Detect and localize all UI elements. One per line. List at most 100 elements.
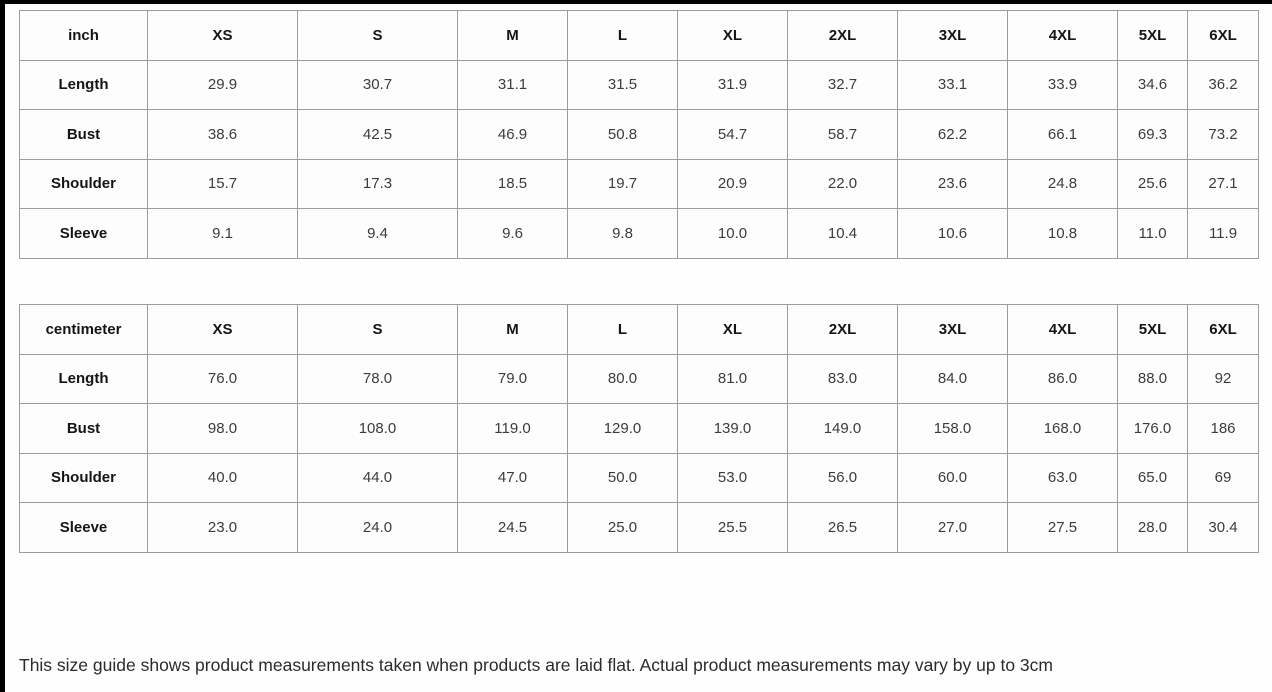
- measurement-label-cell: Sleeve: [19, 208, 148, 259]
- unit-label-cell: inch: [19, 10, 148, 61]
- measurement-value-cell: 9.8: [567, 208, 678, 259]
- measurement-value-cell: 36.2: [1187, 59, 1259, 110]
- measurement-value-cell: 23.0: [147, 502, 298, 553]
- measurement-value-cell: 158.0: [897, 403, 1008, 454]
- measurement-value-cell: 168.0: [1007, 403, 1118, 454]
- size-header-cell: 6XL: [1187, 304, 1259, 355]
- measurement-value-cell: 31.1: [457, 59, 568, 110]
- measurement-label-cell: Bust: [19, 109, 148, 160]
- measurement-label-cell: Shoulder: [19, 452, 148, 503]
- size-header-cell: XS: [147, 10, 298, 61]
- left-edge-bar: [0, 0, 5, 692]
- size-header-cell: 3XL: [897, 304, 1008, 355]
- size-header-cell: L: [567, 10, 678, 61]
- measurement-value-cell: 33.9: [1007, 59, 1118, 110]
- measurement-value-cell: 11.9: [1187, 208, 1259, 259]
- size-header-cell: XS: [147, 304, 298, 355]
- measurement-value-cell: 10.4: [787, 208, 898, 259]
- measurement-value-cell: 83.0: [787, 353, 898, 404]
- measurement-value-cell: 11.0: [1117, 208, 1188, 259]
- measurement-value-cell: 10.0: [677, 208, 788, 259]
- measurement-value-cell: 10.8: [1007, 208, 1118, 259]
- measurement-value-cell: 32.7: [787, 59, 898, 110]
- measurement-value-cell: 186: [1187, 403, 1259, 454]
- size-header-cell: L: [567, 304, 678, 355]
- measurement-value-cell: 53.0: [677, 452, 788, 503]
- measurement-label-cell: Length: [19, 59, 148, 110]
- measurement-value-cell: 50.8: [567, 109, 678, 160]
- size-header-cell: S: [297, 10, 458, 61]
- measurement-value-cell: 63.0: [1007, 452, 1118, 503]
- measurement-value-cell: 50.0: [567, 452, 678, 503]
- measurement-value-cell: 44.0: [297, 452, 458, 503]
- measurement-value-cell: 34.6: [1117, 59, 1188, 110]
- size-table-inch: inch XS S M L XL 2XL 3XL 4XL 5XL 6XL Length 29.9 30.7…: [19, 10, 1259, 259]
- size-header-cell: 3XL: [897, 10, 1008, 61]
- measurement-value-cell: 30.7: [297, 59, 458, 110]
- measurement-row: Sleeve 23.0 24.0 24.5 25.0 25.5 26.5 27.0 27.5 28…: [19, 502, 1259, 553]
- measurement-value-cell: 84.0: [897, 353, 1008, 404]
- size-header-cell: S: [297, 304, 458, 355]
- measurement-value-cell: 98.0: [147, 403, 298, 454]
- measurement-value-cell: 25.0: [567, 502, 678, 553]
- measurement-value-cell: 139.0: [677, 403, 788, 454]
- measurement-value-cell: 25.5: [677, 502, 788, 553]
- measurement-value-cell: 108.0: [297, 403, 458, 454]
- measurement-value-cell: 92: [1187, 353, 1259, 404]
- size-header-cell: 2XL: [787, 304, 898, 355]
- measurement-value-cell: 31.9: [677, 59, 788, 110]
- measurement-value-cell: 17.3: [297, 158, 458, 209]
- unit-label-cell: centimeter: [19, 304, 148, 355]
- size-header-cell: M: [457, 10, 568, 61]
- measurement-row: Shoulder 15.7 17.3 18.5 19.7 20.9 22.0 23.6 24.8…: [19, 158, 1259, 209]
- measurement-value-cell: 62.2: [897, 109, 1008, 160]
- measurement-value-cell: 18.5: [457, 158, 568, 209]
- measurement-label-cell: Sleeve: [19, 502, 148, 553]
- size-header-cell: XL: [677, 304, 788, 355]
- measurement-value-cell: 27.1: [1187, 158, 1259, 209]
- measurement-value-cell: 33.1: [897, 59, 1008, 110]
- measurement-value-cell: 29.9: [147, 59, 298, 110]
- measurement-value-cell: 46.9: [457, 109, 568, 160]
- measurement-value-cell: 30.4: [1187, 502, 1259, 553]
- measurement-value-cell: 69.3: [1117, 109, 1188, 160]
- size-header-row: inch XS S M L XL 2XL 3XL 4XL 5XL 6XL: [19, 10, 1259, 61]
- size-guide-note: This size guide shows product measuremen…: [19, 655, 1053, 675]
- measurement-value-cell: 23.6: [897, 158, 1008, 209]
- size-header-cell: XL: [677, 10, 788, 61]
- measurement-value-cell: 88.0: [1117, 353, 1188, 404]
- measurement-value-cell: 86.0: [1007, 353, 1118, 404]
- measurement-value-cell: 69: [1187, 452, 1259, 503]
- measurement-value-cell: 20.9: [677, 158, 788, 209]
- measurement-label-cell: Bust: [19, 403, 148, 454]
- measurement-value-cell: 9.1: [147, 208, 298, 259]
- measurement-row: Length 29.9 30.7 31.1 31.5 31.9 32.7 33.1 33.9 34…: [19, 59, 1259, 110]
- size-header-cell: 5XL: [1117, 10, 1188, 61]
- top-edge-bar: [0, 0, 1272, 4]
- measurement-value-cell: 176.0: [1117, 403, 1188, 454]
- measurement-value-cell: 31.5: [567, 59, 678, 110]
- measurement-value-cell: 60.0: [897, 452, 1008, 503]
- measurement-value-cell: 40.0: [147, 452, 298, 503]
- measurement-value-cell: 26.5: [787, 502, 898, 553]
- measurement-value-cell: 42.5: [297, 109, 458, 160]
- measurement-row: Sleeve 9.1 9.4 9.6 9.8 10.0 10.4 10.6 10.8 11.0 11…: [19, 208, 1259, 259]
- size-header-cell: M: [457, 304, 568, 355]
- measurement-value-cell: 27.5: [1007, 502, 1118, 553]
- size-header-cell: 2XL: [787, 10, 898, 61]
- measurement-value-cell: 54.7: [677, 109, 788, 160]
- measurement-value-cell: 24.8: [1007, 158, 1118, 209]
- measurement-value-cell: 27.0: [897, 502, 1008, 553]
- measurement-label-cell: Shoulder: [19, 158, 148, 209]
- measurement-value-cell: 129.0: [567, 403, 678, 454]
- measurement-value-cell: 66.1: [1007, 109, 1118, 160]
- measurement-value-cell: 149.0: [787, 403, 898, 454]
- measurement-value-cell: 22.0: [787, 158, 898, 209]
- measurement-value-cell: 9.6: [457, 208, 568, 259]
- measurement-value-cell: 58.7: [787, 109, 898, 160]
- measurement-value-cell: 47.0: [457, 452, 568, 503]
- size-header-cell: 6XL: [1187, 10, 1259, 61]
- measurement-value-cell: 9.4: [297, 208, 458, 259]
- measurement-label-cell: Length: [19, 353, 148, 404]
- size-header-row: centimeter XS S M L XL 2XL 3XL 4XL 5XL 6XL: [19, 304, 1259, 355]
